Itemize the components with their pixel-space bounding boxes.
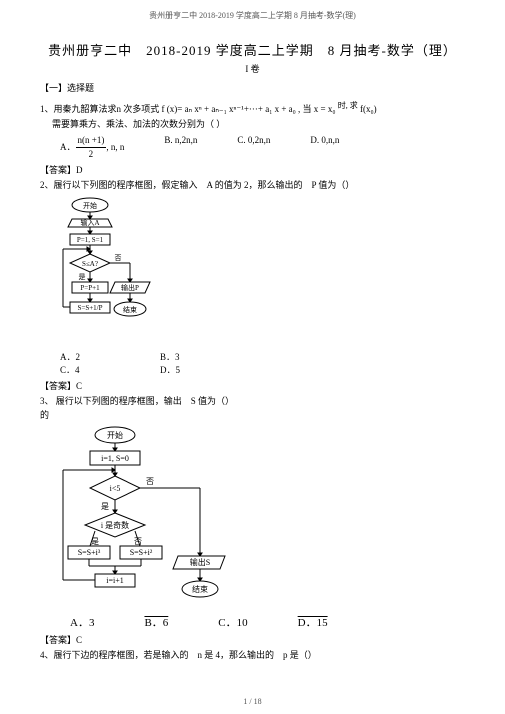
q1-opt-a: A．n(n +1)2, n, n (60, 134, 124, 162)
fc-input: 输入A (80, 218, 99, 227)
question-2: 2、履行以下列图的程序框图，假定输入 A 的值为 2，那么输出的 P 值为（） (40, 179, 465, 193)
q3-opt-a: A．3 (70, 615, 94, 632)
q1-opt-b: B. n,2n,n (164, 134, 197, 162)
q3-answer: 【答案】C (40, 634, 465, 648)
page-footer: 1 / 18 (0, 697, 505, 706)
q1-opt-d: D. 0,n,n (310, 134, 339, 162)
q1-text2: 时, 求 (338, 101, 358, 110)
fc2-no1: 否 (146, 477, 154, 486)
question-3: 3、 履行以下列图的程序框图，输出 S 值为（） 的 (40, 395, 465, 422)
q2-opt-a: A．2 (60, 351, 160, 365)
fc2-start: 开始 (107, 430, 123, 440)
fc-step2: S=S+1/P (77, 304, 102, 312)
fc2-cond1: i<5 (110, 484, 121, 493)
q3-text-c: 的 (40, 410, 49, 420)
q3-options: A．3 B．6 C．10 D．15 (40, 615, 465, 632)
fc-cond: S≤A? (82, 260, 98, 268)
q3-opt-c: C．10 (218, 615, 247, 632)
q2-options-1: A．2 B．3 (40, 351, 465, 365)
fc2-end: 结束 (192, 584, 208, 594)
fc-init: P=1, S=1 (77, 236, 104, 244)
q1-opt-c: C. 0,2n,n (237, 134, 270, 162)
q3-opt-d: D．15 (298, 615, 328, 632)
q1-answer: 【答案】D (40, 164, 465, 178)
q1-text3: f(x₀) (360, 104, 377, 114)
question-1: 1、用秦九韶算法求n 次多项式 f (x)= aₙ xⁿ + aₙ₋₁ xⁿ⁻¹… (40, 100, 465, 117)
frac-top: n(n +1) (76, 134, 107, 149)
document-title: 贵州册亨二中 2018-2019 学度高二上学期 8 月抽考-数学（理） (40, 41, 465, 61)
fc-yes-label: 是 (79, 273, 86, 281)
flowchart-svg-1: 开始 输入A P=1, S=1 S≤A? 否 是 P=P+1 输出P S=S+1… (60, 197, 190, 347)
q3-flowchart: 开始 i=1, S=0 i<5 否 是 i 是奇数 是 否 S=S+i³ S=S… (60, 426, 465, 611)
frac-bot: 2 (76, 148, 107, 162)
fc-end: 结束 (123, 305, 137, 314)
q3-text-a: 3、 履行以下列图的程序框图，输出 (40, 396, 182, 406)
q3-text-b: S 值为（） (191, 396, 234, 406)
q1-opt-a-suffix: , n, n (106, 142, 124, 152)
q3-opt-b: B．6 (144, 615, 168, 632)
q1-text1: 1、用秦九韶算法求 (40, 104, 117, 114)
fc2-inc: i=i+1 (106, 576, 123, 585)
fc2-init: i=1, S=0 (101, 454, 129, 463)
fc2-yes1: 是 (101, 502, 109, 511)
q2-flowchart: 开始 输入A P=1, S=1 S≤A? 否 是 P=P+1 输出P S=S+1… (60, 197, 465, 347)
fc-no-label: 否 (115, 254, 122, 262)
q2-opt-d: D．5 (160, 364, 260, 378)
q1-line2: 需要算乘方、乘法、加法的次数分别为（ ） (40, 118, 465, 132)
q2-options-2: C．4 D．5 (40, 364, 465, 378)
q1-options: A．n(n +1)2, n, n B. n,2n,n C. 0,2n,n D. … (40, 134, 465, 162)
fc2-cond2: i 是奇数 (101, 520, 129, 530)
fc2-stepno: S=S+i² (130, 548, 153, 557)
q1-formula: n 次多项式 f (x)= aₙ xⁿ + aₙ₋₁ xⁿ⁻¹+···+ a₁ … (117, 104, 336, 114)
paper-part: I 卷 (40, 63, 465, 77)
question-4: 4、履行下边的程序框图，若是输入的 n 是 4，那么输出的 p 是（） (40, 649, 465, 663)
fc-out: 输出P (121, 283, 139, 292)
fc2-out: 输出S (190, 557, 210, 567)
q2-opt-c: C．4 (60, 364, 160, 378)
q2-opt-b: B．3 (160, 351, 260, 365)
q2-answer: 【答案】C (40, 380, 465, 394)
fc-step1: P=P+1 (80, 284, 100, 292)
fc-start: 开始 (83, 201, 97, 210)
page-header: 贵州册亨二中 2018-2019 学度高二上学期 8 月抽考-数学(理) (0, 0, 505, 21)
flowchart-svg-2: 开始 i=1, S=0 i<5 否 是 i 是奇数 是 否 S=S+i³ S=S… (60, 426, 260, 611)
fc2-stepyes: S=S+i³ (78, 548, 101, 557)
section-heading: 【一】选择题 (40, 82, 465, 96)
